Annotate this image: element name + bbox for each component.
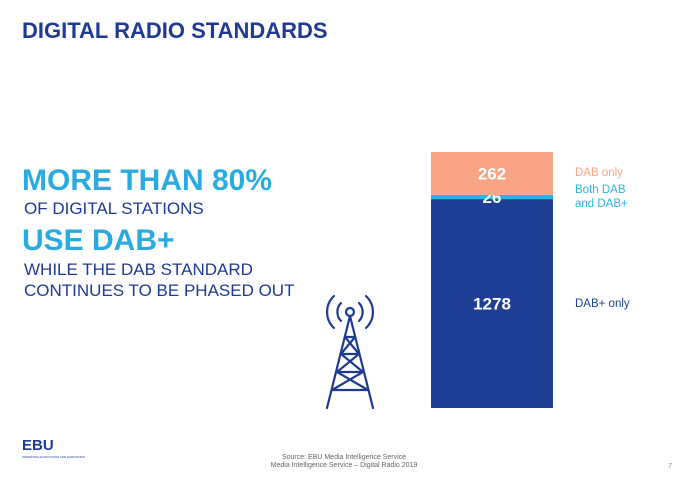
headline: USE DAB+: [22, 224, 175, 257]
bar-segment: [431, 152, 553, 195]
legend-entry: DAB+ only: [575, 297, 630, 310]
legend-entry: DAB only: [575, 167, 623, 180]
legend-label: DAB only: [575, 167, 623, 180]
headline-sub: WHILE THE DAB STANDARD: [24, 260, 253, 279]
legend-label: DAB+ only: [575, 297, 630, 310]
legend-entry: Both DAB and DAB+: [575, 183, 628, 210]
value-label: 1278: [473, 295, 511, 314]
slide-title: DIGITAL RADIO STANDARDS: [22, 18, 328, 43]
value-label: 262: [478, 164, 506, 183]
tagline: OPERATING EUROVISION AND EURORADIO: [22, 455, 86, 459]
tower-icon: [325, 294, 375, 410]
headline: MORE THAN 80%: [22, 164, 272, 197]
headline-sub: OF DIGITAL STATIONS: [24, 199, 204, 218]
legend-label: Both DAB and DAB+: [575, 183, 628, 210]
source: Media Intelligence Service – Digital Rad…: [271, 462, 418, 469]
logo: EBU: [22, 437, 54, 454]
headline-sub: CONTINUES TO BE PHASED OUT: [24, 281, 294, 300]
page-number: 7: [668, 463, 672, 470]
bar-segment: [431, 199, 553, 408]
bar-segment: [431, 194, 553, 200]
source: Source: EBU Media Intelligence Service: [282, 454, 406, 461]
